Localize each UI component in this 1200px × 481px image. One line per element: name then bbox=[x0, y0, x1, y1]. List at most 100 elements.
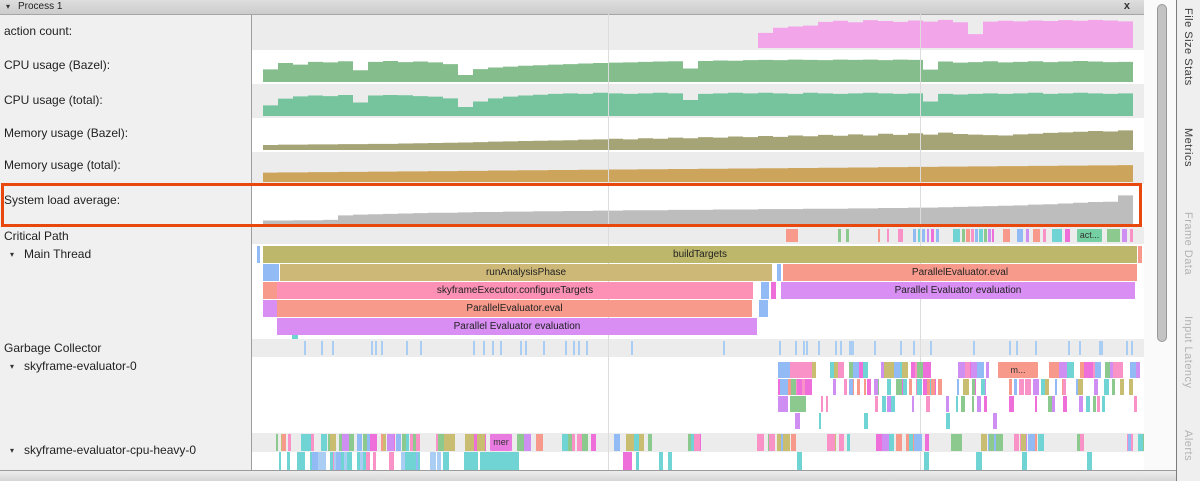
process-collapse-icon[interactable]: ▾ bbox=[6, 2, 11, 11]
trace-slice bbox=[819, 413, 822, 429]
trace-slice bbox=[401, 434, 407, 451]
trace-slice bbox=[338, 434, 342, 451]
trace-slice bbox=[1033, 229, 1040, 242]
trace-slice bbox=[1079, 396, 1084, 412]
critical-path-track[interactable]: act... bbox=[252, 227, 1144, 244]
flame-slice bbox=[263, 300, 277, 317]
trace-slice bbox=[887, 396, 891, 412]
cpu-usage-total-track[interactable] bbox=[252, 84, 1144, 118]
trace-slice bbox=[694, 434, 701, 451]
trace-slice bbox=[1054, 379, 1058, 395]
trace-slice bbox=[882, 396, 886, 412]
trace-slice bbox=[859, 362, 869, 378]
trace-slice bbox=[1097, 396, 1101, 412]
tab-file-size-stats[interactable]: File Size Stats bbox=[1182, 8, 1194, 86]
flame-bar[interactable]: buildTargets bbox=[263, 246, 1137, 263]
trace-slice bbox=[472, 341, 475, 355]
main-thread-track[interactable]: buildTargets runAnalysisPhase ParallelEval… bbox=[252, 244, 1144, 339]
trace-slice bbox=[795, 413, 800, 429]
row-action-count: action count: bbox=[0, 15, 1144, 50]
memory-usage-total-track[interactable] bbox=[252, 152, 1144, 184]
trace-slice bbox=[827, 434, 835, 451]
tab-input-latency[interactable]: Input Latency bbox=[1182, 316, 1194, 389]
trace-slice bbox=[971, 229, 974, 242]
flame-bar[interactable]: skyframeExecutor.configureTargets bbox=[277, 282, 753, 299]
trace-slice bbox=[1032, 379, 1039, 395]
trace-slice bbox=[472, 434, 482, 451]
trace-slice bbox=[516, 434, 524, 451]
trace-slice bbox=[783, 434, 790, 451]
trace-slice bbox=[884, 362, 894, 378]
skyframe-evaluator-cpu-heavy-0-track[interactable]: mer bbox=[252, 433, 1144, 470]
row-cpu-usage-bazel: CPU usage (Bazel): bbox=[0, 50, 1144, 84]
cpu-usage-bazel-label-cell: CPU usage (Bazel): bbox=[0, 50, 252, 84]
trace-slice bbox=[320, 341, 323, 355]
flame-bar[interactable]: runAnalysisPhase bbox=[280, 264, 772, 281]
trace-slice bbox=[405, 452, 410, 470]
trace-slice bbox=[979, 229, 983, 242]
vertical-scrollbar-thumb[interactable] bbox=[1157, 4, 1167, 342]
flame-bar[interactable]: Parallel Evaluator evaluation bbox=[781, 282, 1135, 299]
trace-slice bbox=[525, 341, 528, 355]
tab-metrics[interactable]: Metrics bbox=[1182, 128, 1194, 167]
cpu-usage-bazel-track[interactable] bbox=[252, 50, 1144, 84]
tab-alerts[interactable]: Alerts bbox=[1182, 430, 1194, 462]
trace-slice bbox=[419, 341, 422, 355]
trace-slice bbox=[971, 379, 975, 395]
close-icon[interactable]: x bbox=[1123, 0, 1130, 12]
trace-slice bbox=[633, 434, 642, 451]
trace-slice bbox=[321, 434, 327, 451]
trace-slice bbox=[926, 396, 930, 412]
vertical-scrollbar[interactable] bbox=[1144, 0, 1176, 470]
trace-slice bbox=[282, 434, 286, 451]
trace-slice bbox=[812, 362, 816, 378]
trace-slice bbox=[1043, 379, 1049, 395]
trace-slice bbox=[992, 229, 994, 242]
skyframe-evaluator-0-track[interactable]: m... bbox=[252, 357, 1144, 433]
action-count-track[interactable] bbox=[252, 15, 1144, 50]
trace-slice bbox=[922, 229, 925, 242]
trace-slice bbox=[915, 379, 918, 395]
trace-slice bbox=[802, 341, 805, 355]
memory-usage-bazel-label: Memory usage (Bazel): bbox=[4, 126, 129, 140]
system-load-average-track[interactable] bbox=[252, 184, 1144, 227]
trace-slice bbox=[1122, 229, 1127, 242]
trace-slice bbox=[1049, 362, 1058, 378]
trace-slice bbox=[922, 362, 931, 378]
trace-slice bbox=[1105, 362, 1111, 378]
trace-slice bbox=[635, 452, 639, 470]
trace-slice bbox=[1034, 341, 1037, 355]
trace-slice bbox=[638, 434, 645, 451]
horizontal-scrollbar[interactable] bbox=[0, 470, 1176, 481]
skyframe-evaluator-cpu-heavy-0-collapse-icon[interactable]: ▾ bbox=[10, 446, 15, 455]
flame-slice bbox=[777, 264, 781, 281]
trace-slice bbox=[630, 341, 633, 355]
trace-slice bbox=[852, 362, 860, 378]
timeline-gridline bbox=[608, 14, 609, 470]
trace-slice bbox=[342, 434, 349, 451]
trace-slice bbox=[614, 434, 621, 451]
trace-slice bbox=[356, 434, 363, 451]
trace-slice bbox=[519, 341, 522, 355]
memory-usage-bazel-track[interactable] bbox=[252, 118, 1144, 152]
trace-slice bbox=[628, 452, 632, 470]
tab-frame-data[interactable]: Frame Data bbox=[1182, 212, 1194, 276]
flame-bar[interactable]: ParallelEvaluator.eval bbox=[277, 300, 752, 317]
row-skyframe-evaluator-0: m... ▾ skyframe-evaluator-0 bbox=[0, 357, 1144, 433]
trace-slice bbox=[1009, 396, 1014, 412]
skyframe-evaluator-cpu-heavy-0-label: skyframe-evaluator-cpu-heavy-0 bbox=[24, 443, 197, 457]
trace-slice bbox=[1084, 362, 1094, 378]
trace-slice bbox=[937, 379, 942, 395]
garbage-collector-track[interactable] bbox=[252, 339, 1144, 357]
trace-slice bbox=[993, 413, 997, 429]
flame-bar[interactable]: Parallel Evaluator evaluation bbox=[277, 318, 757, 335]
main-thread-label: Main Thread bbox=[24, 247, 92, 261]
trace-slice bbox=[844, 379, 848, 395]
trace-slice bbox=[1142, 434, 1144, 451]
main-thread-collapse-icon[interactable]: ▾ bbox=[10, 250, 15, 259]
trace-slice bbox=[965, 362, 970, 378]
trace-slice bbox=[956, 379, 959, 395]
flame-bar[interactable]: ParallelEvaluator.eval bbox=[783, 264, 1137, 281]
skyframe-evaluator-0-collapse-icon[interactable]: ▾ bbox=[10, 362, 15, 371]
flame-slice bbox=[771, 282, 776, 299]
